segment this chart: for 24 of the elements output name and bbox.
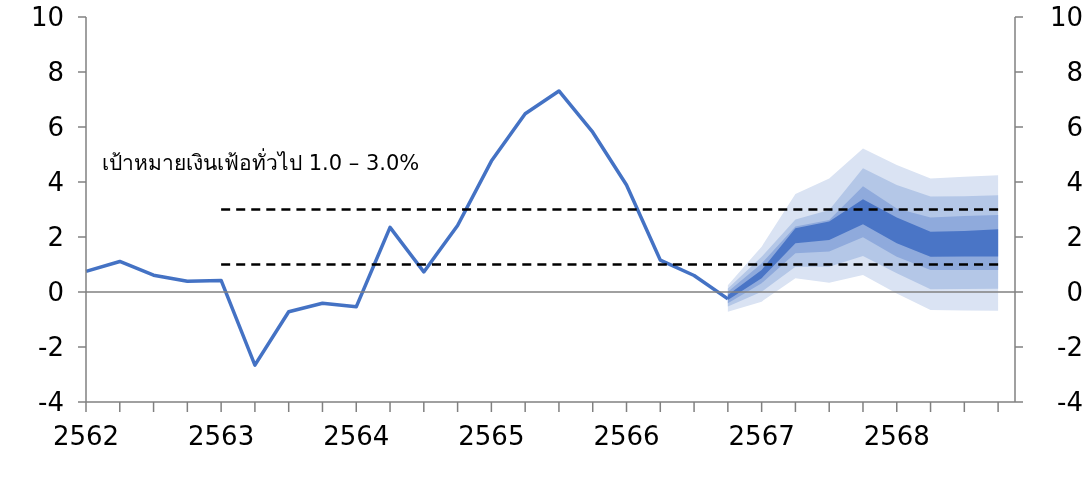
y-tick-label: 8 bbox=[47, 57, 64, 87]
y-tick-label: -2 bbox=[38, 332, 64, 362]
y-tick-label: 2 bbox=[47, 222, 64, 252]
x-tick-label: 2562 bbox=[52, 421, 120, 451]
y2-tick-label: -4 bbox=[1057, 387, 1083, 417]
annotation: เป้าหมายเงินเฟ้อทั่วไป 1.0 – 3.0% bbox=[102, 148, 420, 175]
x-tick-label: 2563 bbox=[188, 421, 255, 451]
y2-tick-label: 10 bbox=[1049, 2, 1083, 32]
y2-tick-label: 2 bbox=[1066, 222, 1083, 252]
x-tick-label: 2567 bbox=[728, 421, 795, 451]
x-tick-label: 2566 bbox=[593, 421, 660, 451]
y-tick-label: 6 bbox=[47, 112, 64, 142]
y-tick-label: 4 bbox=[47, 167, 64, 197]
y-tick-label: -4 bbox=[38, 387, 64, 417]
y-tick-label: 10 bbox=[30, 2, 64, 32]
y2-tick-label: 6 bbox=[1066, 112, 1083, 142]
x-tick-label: 2564 bbox=[323, 421, 390, 451]
y2-tick-label: 0 bbox=[1066, 277, 1083, 307]
y2-tick-label: 4 bbox=[1066, 167, 1083, 197]
y2-tick-label: 8 bbox=[1066, 57, 1083, 87]
x-tick-label: 2568 bbox=[863, 421, 930, 451]
x-tick-label: 2565 bbox=[458, 421, 525, 451]
y-tick-label: 0 bbox=[47, 277, 64, 307]
y2-tick-label: -2 bbox=[1057, 332, 1083, 362]
